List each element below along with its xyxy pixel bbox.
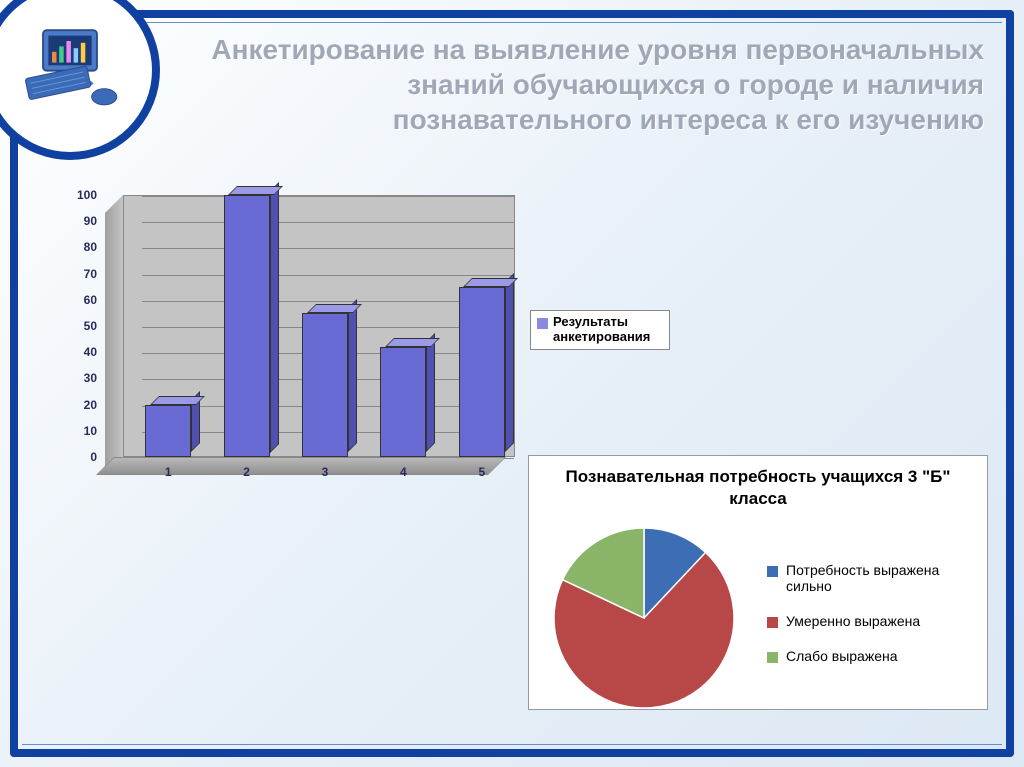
y-tick: 100 bbox=[77, 188, 97, 202]
legend-label: Потребность выражена сильно bbox=[786, 562, 977, 596]
legend-swatch bbox=[767, 566, 778, 577]
y-tick: 0 bbox=[90, 450, 97, 464]
legend-swatch bbox=[767, 617, 778, 628]
bar-side bbox=[270, 182, 279, 453]
gridline bbox=[142, 275, 514, 276]
frame-bottom bbox=[10, 749, 1014, 757]
bar-front bbox=[224, 195, 270, 457]
bar-side bbox=[426, 333, 435, 452]
y-tick: 50 bbox=[84, 319, 97, 333]
bar-top bbox=[385, 338, 440, 347]
bar: 4 bbox=[380, 347, 426, 457]
chart-side-wall bbox=[105, 195, 123, 475]
legend-swatch bbox=[537, 318, 548, 329]
x-label: 4 bbox=[380, 465, 426, 479]
legend-label: Умеренно выражена bbox=[786, 613, 920, 630]
y-tick: 80 bbox=[84, 240, 97, 254]
y-tick: 10 bbox=[84, 424, 97, 438]
pie-legend-item: Потребность выражена сильно bbox=[767, 562, 977, 596]
bar-top bbox=[307, 304, 362, 313]
bar-top bbox=[463, 278, 518, 287]
bar-chart: 0102030405060708090100 12345 bbox=[65, 195, 515, 505]
pie-chart-title: Познавательная потребность учащихся 3 "Б… bbox=[539, 466, 977, 510]
bar-chart-legend: Результаты анкетирования bbox=[530, 310, 670, 350]
inner-line-bottom bbox=[22, 744, 1002, 745]
page-title: Анкетирование на выявление уровня первон… bbox=[180, 32, 984, 137]
y-tick: 40 bbox=[84, 345, 97, 359]
bar: 5 bbox=[459, 287, 505, 457]
pie-chart-canvas bbox=[539, 518, 749, 708]
pie-legend-item: Умеренно выражена bbox=[767, 613, 977, 630]
x-label: 1 bbox=[145, 465, 191, 479]
bar-top bbox=[228, 186, 283, 195]
pie-chart-legend: Потребность выражена сильно Умеренно выра… bbox=[767, 562, 977, 665]
bar-top bbox=[150, 396, 205, 405]
y-tick: 20 bbox=[84, 398, 97, 412]
pie-chart: Познавательная потребность учащихся 3 "Б… bbox=[528, 455, 988, 710]
y-tick: 30 bbox=[84, 371, 97, 385]
gridline bbox=[142, 248, 514, 249]
y-tick: 60 bbox=[84, 293, 97, 307]
y-tick: 90 bbox=[84, 214, 97, 228]
bar: 3 bbox=[302, 313, 348, 457]
frame-right bbox=[1006, 10, 1014, 757]
frame-top bbox=[10, 10, 1014, 18]
corner-logo-circle bbox=[0, 0, 160, 160]
bar-side bbox=[348, 299, 357, 452]
bar-front bbox=[380, 347, 426, 457]
bar-front bbox=[145, 405, 191, 457]
x-label: 2 bbox=[224, 465, 270, 479]
legend-label: Результаты анкетирования bbox=[553, 315, 663, 345]
gridline bbox=[142, 222, 514, 223]
bar: 1 bbox=[145, 405, 191, 457]
pie-legend-item: Слабо выражена bbox=[767, 648, 977, 665]
bar: 2 bbox=[224, 195, 270, 457]
bar-front bbox=[459, 287, 505, 457]
bar-side bbox=[505, 273, 514, 452]
x-label: 5 bbox=[459, 465, 505, 479]
y-tick: 70 bbox=[84, 267, 97, 281]
computer-icon bbox=[15, 23, 125, 118]
legend-swatch bbox=[767, 652, 778, 663]
gridline bbox=[142, 196, 514, 197]
legend-label: Слабо выражена bbox=[786, 648, 898, 665]
x-label: 3 bbox=[302, 465, 348, 479]
inner-line-top bbox=[22, 22, 1002, 23]
bar-front bbox=[302, 313, 348, 457]
